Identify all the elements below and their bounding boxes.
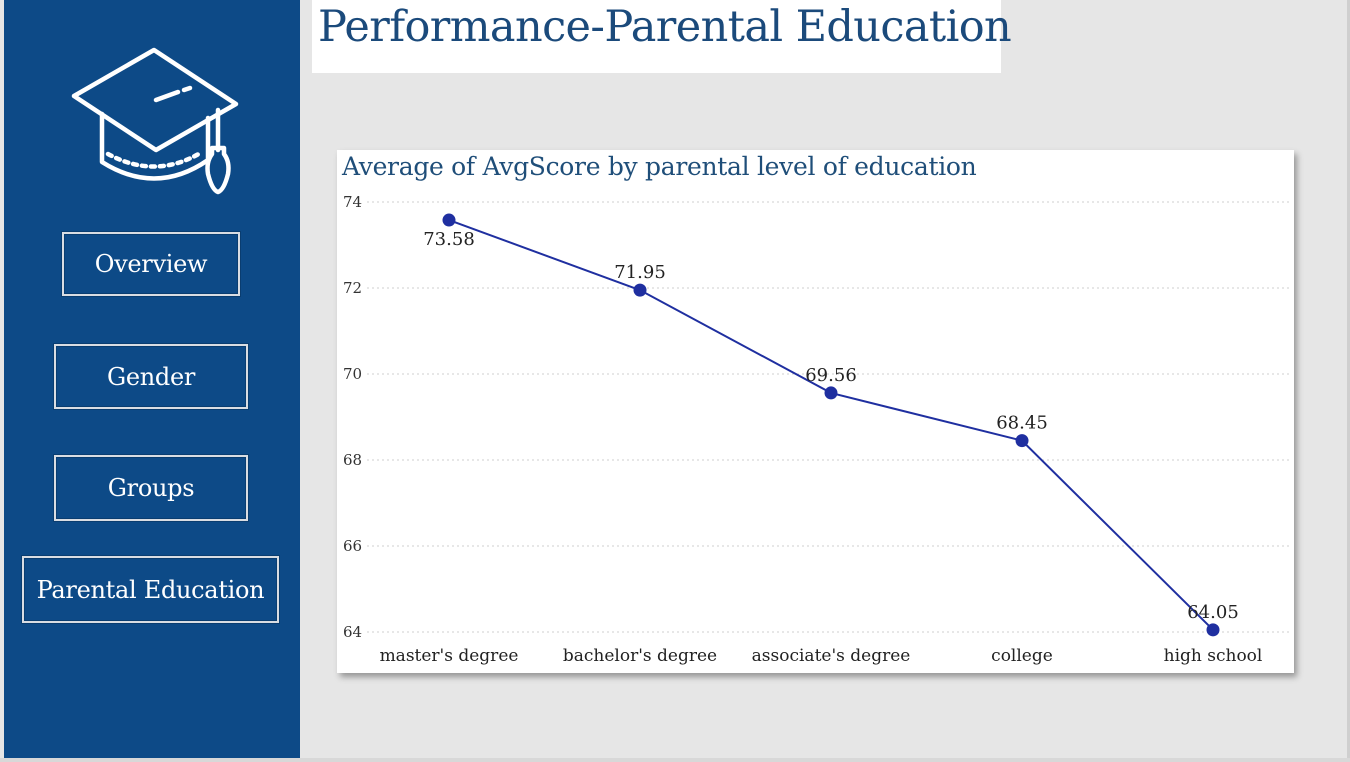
x-tick-label: bachelor's degree: [563, 646, 717, 666]
line-chart-card[interactable]: 64 66 68 70 72 74 master's degree bachelor's de…: [337, 150, 1294, 673]
x-tick-label: associate's degree: [752, 646, 911, 666]
chart-title: Average of AvgScore by parental level of…: [342, 152, 977, 181]
data-point: [824, 386, 838, 400]
data-label: 69.56: [805, 365, 857, 386]
data-point: [442, 213, 456, 227]
y-tick-label: 68: [343, 451, 362, 469]
data-point: [1206, 623, 1220, 637]
nav-parental-education-button[interactable]: Parental Education: [21, 555, 280, 624]
data-label: 73.58: [423, 229, 475, 250]
nav-gender-button[interactable]: Gender: [53, 343, 249, 410]
y-tick-label: 64: [343, 623, 362, 641]
data-label: 68.45: [996, 413, 1048, 434]
y-tick-label: 72: [343, 279, 362, 297]
bottom-edge: [0, 758, 1350, 762]
data-point: [633, 283, 647, 297]
page-title: Performance-Parental Education: [318, 2, 1012, 52]
data-point: [1015, 434, 1029, 448]
graduation-cap-icon: [71, 47, 239, 195]
x-tick-label: college: [991, 646, 1053, 666]
nav-groups-button[interactable]: Groups: [53, 454, 249, 522]
y-tick-label: 74: [343, 193, 362, 211]
line-chart: 64 66 68 70 72 74 master's degree bachelor's de…: [343, 193, 1289, 666]
data-label: 71.95: [614, 262, 666, 283]
page-title-box: Performance-Parental Education: [312, 0, 1012, 73]
nav-overview-button[interactable]: Overview: [61, 231, 241, 297]
x-tick-label: master's degree: [380, 646, 519, 666]
data-label: 64.05: [1187, 602, 1239, 623]
y-tick-label: 70: [343, 365, 362, 383]
x-tick-label: high school: [1164, 646, 1263, 666]
right-edge: [1347, 0, 1350, 762]
series-line: [448, 219, 1214, 631]
y-tick-label: 66: [343, 537, 362, 555]
